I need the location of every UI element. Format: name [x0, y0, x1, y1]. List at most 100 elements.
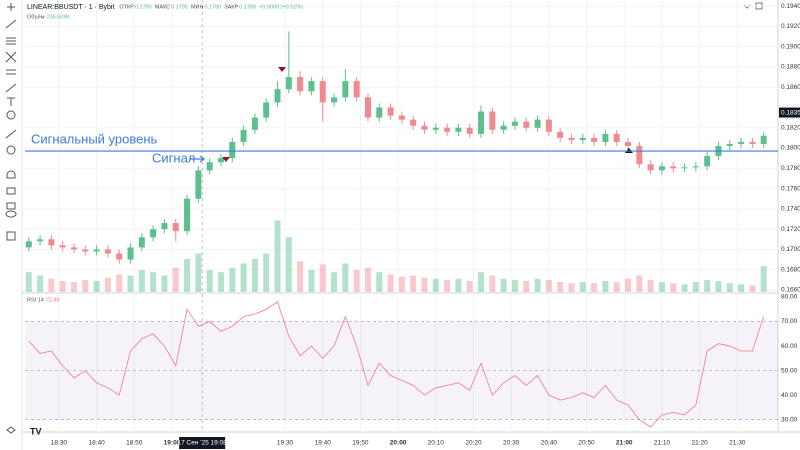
candle-body [658, 166, 665, 171]
candle-body [670, 166, 677, 169]
candle-body [195, 170, 202, 199]
x-tick-label: 20:50 [578, 440, 595, 447]
candle-body [636, 146, 643, 165]
left-toolbar [5, 3, 17, 434]
candle-body [455, 127, 462, 132]
volume-bar [670, 283, 677, 292]
rsi-name: RSI 14 [27, 297, 44, 303]
ohlc-value: 0.1780 [135, 4, 152, 10]
tv-logo: TV [30, 426, 42, 436]
crosshair-tool[interactable] [7, 3, 15, 11]
candle-body [557, 131, 564, 138]
candle-body [82, 249, 89, 252]
candle-body [579, 137, 586, 140]
candle-body [376, 107, 383, 118]
volume-bar [511, 279, 518, 292]
volume-bar [636, 275, 643, 292]
lock-tool[interactable] [6, 187, 16, 195]
legend-header: LINEAR:BBUSDT · 1 · Bybit ОТКР 0.1780 МАКС 0… [27, 4, 303, 304]
candle-body [184, 198, 191, 232]
y-tick-label: 0.1760 [781, 185, 800, 192]
ohlc-label: МИН [191, 4, 204, 10]
brush-tool[interactable] [5, 83, 17, 93]
candle-body [738, 141, 745, 144]
magnet-tool[interactable] [6, 170, 16, 179]
candle-body [478, 111, 485, 134]
volume-bar [749, 285, 756, 292]
sell-arrow [222, 157, 230, 162]
volume-bar [647, 279, 654, 292]
candle-body [534, 119, 541, 128]
projection-tool[interactable] [6, 69, 16, 75]
volume-bar [625, 278, 632, 292]
volume-bar [364, 267, 371, 292]
y-tick-label: 0.1720 [781, 226, 800, 233]
ohlc-label: ОТКР [119, 4, 134, 10]
volume-bar [568, 283, 575, 292]
volume-bar [591, 283, 598, 292]
trendline-tool[interactable] [5, 19, 17, 29]
candle-body [342, 81, 349, 98]
volume-bar [172, 267, 179, 292]
candle-body [466, 127, 473, 134]
layers-tool[interactable] [6, 426, 16, 434]
y-tick-label: 0.1860 [781, 84, 800, 91]
volume-bar [25, 272, 32, 292]
delete-tool[interactable] [6, 231, 16, 241]
x-tick-label: 19:00 [164, 440, 181, 447]
signal-annotation: Сигнал [152, 150, 195, 165]
ohlc-value: 0.1789 [239, 4, 256, 10]
lock-all-tool[interactable] [6, 202, 16, 210]
candle-body [217, 158, 224, 163]
volume-bar [489, 275, 496, 292]
candle-body [489, 111, 496, 130]
volume-bar [274, 220, 281, 292]
volume-bar [263, 253, 270, 292]
level-annotation: Сигнальный уровень [31, 131, 158, 146]
volume-bar [692, 282, 699, 292]
volume-bar [342, 263, 349, 292]
pattern-tool[interactable] [5, 51, 17, 63]
candle-body [749, 141, 756, 144]
candle-body [37, 239, 44, 242]
y-tick-label: 0.1900 [781, 43, 800, 50]
candle-body [150, 229, 157, 238]
volume-bar [602, 281, 609, 292]
candle-body [48, 239, 55, 246]
x-tick-label: 18:30 [51, 440, 68, 447]
volume-bar [59, 281, 66, 292]
hide-tool[interactable] [5, 210, 17, 218]
candle-body [726, 143, 733, 146]
zoom-tool[interactable] [6, 145, 16, 155]
ruler-tool[interactable] [5, 129, 17, 139]
candle-body [364, 97, 371, 118]
candle-body [138, 237, 145, 248]
volume-bar [70, 282, 77, 292]
candle-body [681, 167, 688, 169]
fib-tool[interactable] [6, 37, 16, 45]
text-tool[interactable] [7, 97, 15, 106]
volume-bar [376, 272, 383, 292]
volume-bar [353, 270, 360, 292]
volume-bar [579, 282, 586, 292]
candle-body [398, 115, 405, 120]
volume-bar [534, 278, 541, 292]
crosshair-time-box [179, 437, 226, 449]
icon-tool[interactable] [6, 110, 16, 120]
volume-bar [93, 281, 100, 292]
candle-body [387, 107, 394, 116]
volume-bar [138, 270, 145, 292]
y-tick-label: 0.1800 [781, 145, 800, 152]
candle-body [308, 81, 315, 92]
volume-bar [161, 275, 168, 292]
volume-bar [500, 278, 507, 292]
rsi-tick-label: 60.00 [781, 343, 798, 350]
volume-bar [104, 277, 111, 292]
volume-bar [478, 272, 485, 292]
volume-bar [48, 278, 55, 292]
candle-body [545, 119, 552, 132]
candle-body [172, 223, 179, 232]
volume-bar [251, 259, 258, 292]
volume-bar [726, 283, 733, 292]
